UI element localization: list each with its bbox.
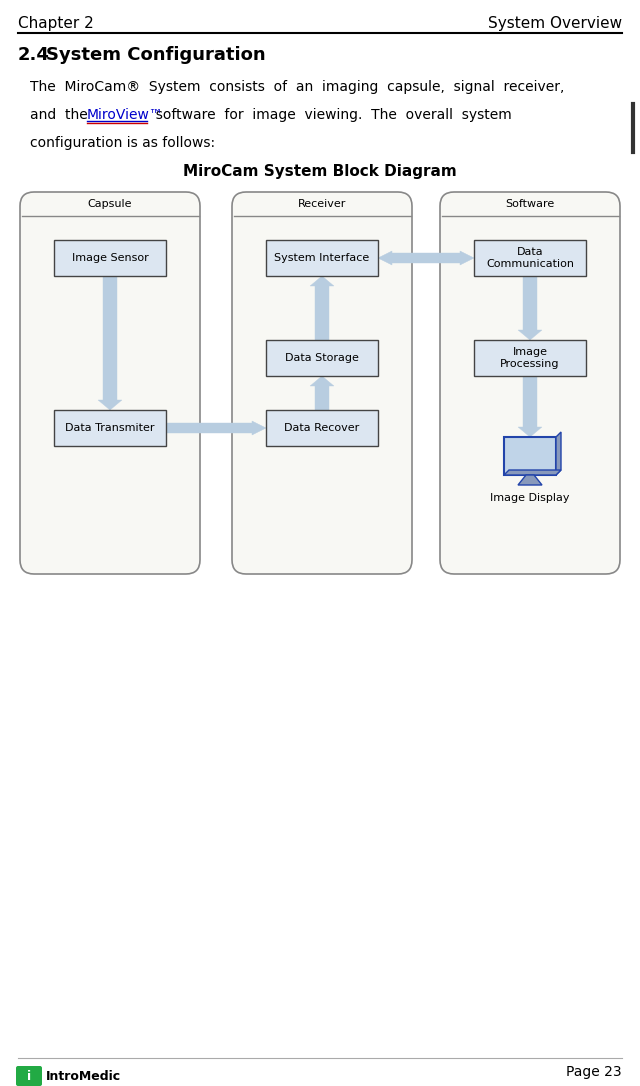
Text: Chapter 2: Chapter 2 bbox=[18, 16, 93, 31]
Text: Capsule: Capsule bbox=[88, 199, 132, 209]
Polygon shape bbox=[518, 475, 542, 485]
Text: MiroView™: MiroView™ bbox=[87, 108, 164, 122]
FancyBboxPatch shape bbox=[266, 411, 378, 446]
Text: The  MiroCam®  System  consists  of  an  imaging  capsule,  signal  receiver,: The MiroCam® System consists of an imagi… bbox=[30, 80, 564, 94]
Text: Image
Processing: Image Processing bbox=[500, 348, 560, 369]
Text: IntroMedic: IntroMedic bbox=[46, 1070, 121, 1083]
Polygon shape bbox=[392, 253, 460, 263]
FancyBboxPatch shape bbox=[54, 411, 166, 446]
Text: Page 23: Page 23 bbox=[566, 1065, 622, 1079]
Polygon shape bbox=[315, 286, 329, 340]
Text: software  for  image  viewing.  The  overall  system: software for image viewing. The overall … bbox=[147, 108, 512, 122]
FancyBboxPatch shape bbox=[54, 240, 166, 276]
Polygon shape bbox=[518, 427, 542, 437]
Text: and  the: and the bbox=[30, 108, 97, 122]
Polygon shape bbox=[556, 432, 561, 475]
Text: MiroCam System Block Diagram: MiroCam System Block Diagram bbox=[183, 164, 457, 179]
Polygon shape bbox=[378, 251, 392, 265]
Polygon shape bbox=[98, 400, 122, 411]
Polygon shape bbox=[310, 376, 334, 386]
FancyBboxPatch shape bbox=[266, 240, 378, 276]
Polygon shape bbox=[310, 276, 334, 286]
Text: configuration is as follows:: configuration is as follows: bbox=[30, 136, 215, 150]
FancyBboxPatch shape bbox=[474, 340, 586, 376]
FancyBboxPatch shape bbox=[20, 192, 200, 574]
Text: System Configuration: System Configuration bbox=[46, 46, 266, 64]
Text: System Overview: System Overview bbox=[488, 16, 622, 31]
FancyBboxPatch shape bbox=[266, 340, 378, 376]
Polygon shape bbox=[504, 470, 561, 475]
Polygon shape bbox=[103, 276, 117, 400]
Text: Image Sensor: Image Sensor bbox=[72, 253, 148, 263]
Polygon shape bbox=[315, 386, 329, 411]
Text: System Interface: System Interface bbox=[275, 253, 370, 263]
Text: Data Transmiter: Data Transmiter bbox=[65, 424, 155, 433]
FancyBboxPatch shape bbox=[440, 192, 620, 574]
Polygon shape bbox=[523, 376, 537, 427]
FancyBboxPatch shape bbox=[504, 437, 556, 475]
Polygon shape bbox=[166, 424, 252, 433]
Text: Data
Communication: Data Communication bbox=[486, 248, 574, 269]
Text: Data Storage: Data Storage bbox=[285, 353, 359, 363]
Text: Data Recover: Data Recover bbox=[284, 424, 360, 433]
FancyBboxPatch shape bbox=[232, 192, 412, 574]
Polygon shape bbox=[523, 276, 537, 330]
Polygon shape bbox=[518, 330, 542, 340]
Text: 2.4: 2.4 bbox=[18, 46, 50, 64]
Text: Software: Software bbox=[506, 199, 555, 209]
Polygon shape bbox=[252, 421, 266, 435]
FancyBboxPatch shape bbox=[16, 1066, 42, 1086]
Polygon shape bbox=[460, 251, 474, 265]
Text: i: i bbox=[27, 1070, 31, 1083]
FancyBboxPatch shape bbox=[474, 240, 586, 276]
Text: Receiver: Receiver bbox=[298, 199, 346, 209]
Text: Image Display: Image Display bbox=[490, 493, 570, 503]
